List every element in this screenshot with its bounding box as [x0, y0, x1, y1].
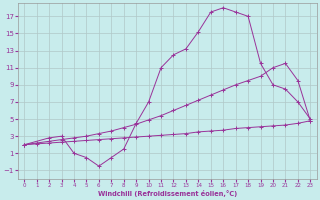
- X-axis label: Windchill (Refroidissement éolien,°C): Windchill (Refroidissement éolien,°C): [98, 190, 237, 197]
